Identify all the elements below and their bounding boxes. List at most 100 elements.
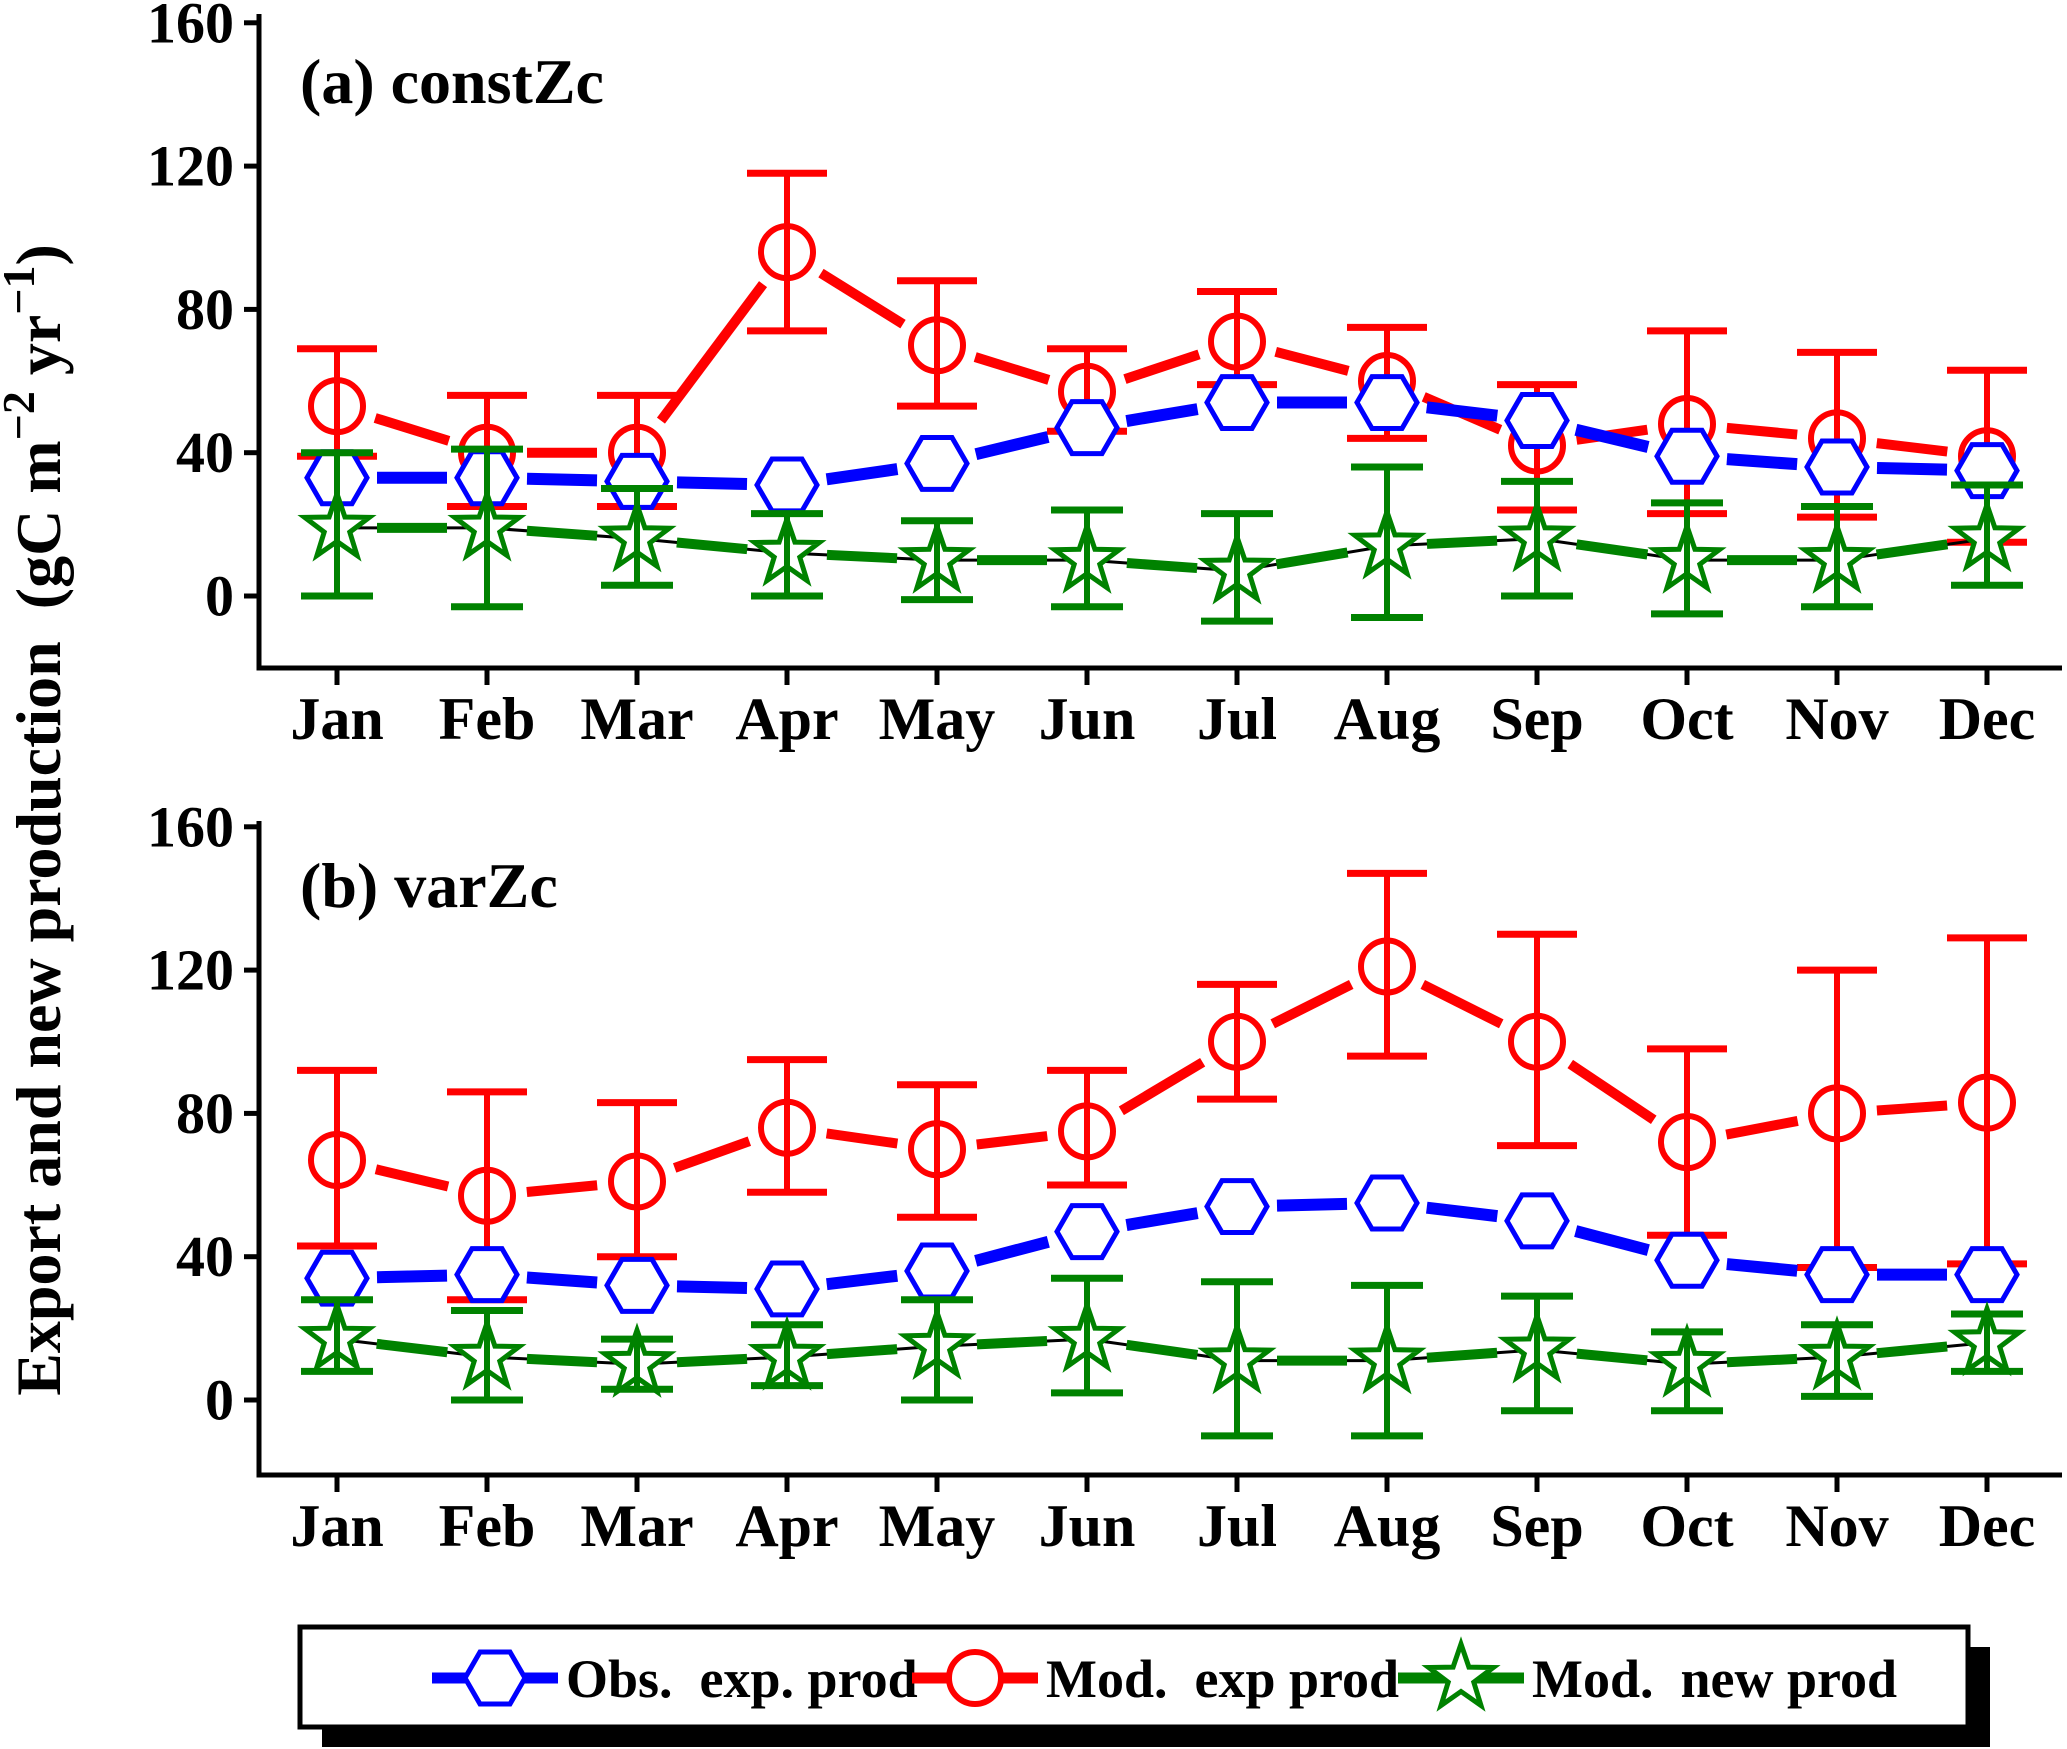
error-bar [1501, 477, 1573, 600]
panel-title: (a) constZc [300, 46, 604, 117]
y-tick-label: 40 [176, 420, 234, 485]
series-segment [376, 1269, 448, 1284]
x-tick-label: Feb [439, 1493, 536, 1559]
error-bar [901, 517, 973, 604]
series-segment [376, 1338, 448, 1358]
series-segment [1876, 1100, 1948, 1116]
series-segment [1426, 1201, 1498, 1223]
hexagon-marker [1354, 1174, 1420, 1232]
hexagon-marker [1204, 1178, 1270, 1236]
error-bar [301, 449, 373, 600]
hexagon-marker [1654, 427, 1720, 485]
series-segment [1575, 539, 1649, 560]
error-bar [1201, 510, 1273, 625]
x-tick-label: Oct [1640, 1493, 1733, 1559]
series-segment [1118, 1057, 1206, 1116]
series-segment [1567, 1059, 1657, 1124]
x-tick-label: May [879, 1493, 996, 1559]
series-segment [1125, 403, 1199, 427]
x-tick-label: Jun [1039, 686, 1136, 752]
x-tick-label: Nov [1785, 686, 1888, 752]
series-segment [1270, 979, 1354, 1029]
hexagon-marker [454, 1246, 520, 1304]
series-segment [526, 1353, 598, 1368]
y-tick-label: 120 [147, 134, 234, 199]
x-tick-label: Apr [735, 686, 838, 752]
series-mod-new-prod [297, 1274, 2027, 1440]
error-bar [1047, 1066, 1127, 1189]
y-tick-label: 120 [147, 938, 234, 1003]
series-segment [1276, 1197, 1348, 1212]
x-tick-label: Sep [1490, 686, 1583, 752]
series-segment [1426, 535, 1498, 549]
legend-entry-mod-exp-prod: Mod. exp prod [912, 1649, 1399, 1709]
star-icon [1421, 1636, 1501, 1712]
error-bar [1197, 980, 1277, 1103]
x-tick-label: May [879, 686, 996, 752]
series-segment [826, 1269, 898, 1291]
x-tick-label: Aug [1334, 686, 1441, 752]
x-tick-label: Feb [439, 686, 536, 752]
x-tick-label: Dec [1939, 686, 2036, 752]
error-bar [1801, 502, 1873, 611]
hexagon-marker [1504, 1192, 1570, 1250]
y-tick-label: 160 [147, 0, 234, 55]
error-bar [1951, 1310, 2023, 1375]
series-segment [374, 1164, 450, 1192]
legend-box [297, 1624, 1971, 1730]
error-bar [1051, 506, 1123, 611]
series-segment [1274, 346, 1350, 376]
series-segment [1876, 1341, 1948, 1359]
hexagon-marker [304, 1249, 370, 1307]
series-segment [1426, 401, 1498, 422]
series-segment [526, 1271, 598, 1289]
x-tick-label: Jan [290, 686, 383, 752]
series-segment [1576, 1348, 1648, 1366]
legend-label: Mod. new prod [1532, 1649, 1897, 1709]
series-mod-new-prod [297, 445, 2027, 625]
x-tick-label: Sep [1490, 1493, 1583, 1559]
series-segment [1726, 453, 1798, 471]
y-tick-label: 160 [147, 794, 234, 859]
series-segment [676, 537, 748, 555]
series-segment [526, 1180, 598, 1197]
series-segment [1574, 423, 1650, 453]
error-bar [1801, 1321, 1873, 1400]
y-tick-label: 80 [176, 277, 234, 342]
series-segment [1420, 979, 1504, 1029]
series-mod-exp-prod [297, 169, 2027, 546]
error-bar [747, 169, 827, 335]
x-tick-label: Mar [580, 686, 693, 752]
hexagon-marker [904, 1242, 970, 1300]
error-bar [1497, 930, 1577, 1150]
y-tick-label: 40 [176, 1224, 234, 1289]
y-tick-label: 0 [205, 564, 234, 629]
error-bar [1651, 499, 1723, 618]
x-tick-label: Mar [580, 1493, 693, 1559]
x-tick-label: Jun [1039, 1493, 1136, 1559]
series-segment [1126, 558, 1198, 574]
error-bar [897, 277, 977, 410]
series-segment [974, 1235, 1050, 1267]
series-segment [976, 1131, 1048, 1150]
panel-a: 0 40 80 120 160 Jan Feb Mar Apr May Jun Jul Aug Sep Oc… [147, 0, 2062, 752]
error-bar [1347, 869, 1427, 1060]
legend-label: Obs. exp. prod [566, 1649, 918, 1709]
series-segment [1726, 422, 1798, 440]
hexagon-marker [1654, 1231, 1720, 1289]
hexagon-marker [1804, 1246, 1870, 1304]
panel-title: (b) varZc [300, 850, 558, 921]
hexagon-icon [462, 1649, 528, 1707]
legend: Obs. exp. prod Mod. exp prod Mod. new prod [297, 1624, 1990, 1747]
circle-icon [946, 1649, 1004, 1707]
series-segment [656, 281, 768, 424]
error-bar [297, 1066, 377, 1250]
hexagon-marker [604, 1256, 670, 1314]
hexagon-marker [1054, 399, 1120, 457]
y-tick-label: 80 [176, 1081, 234, 1146]
series-segment [1574, 1225, 1650, 1256]
error-bar [1651, 1328, 1723, 1415]
error-bar [747, 1056, 827, 1196]
